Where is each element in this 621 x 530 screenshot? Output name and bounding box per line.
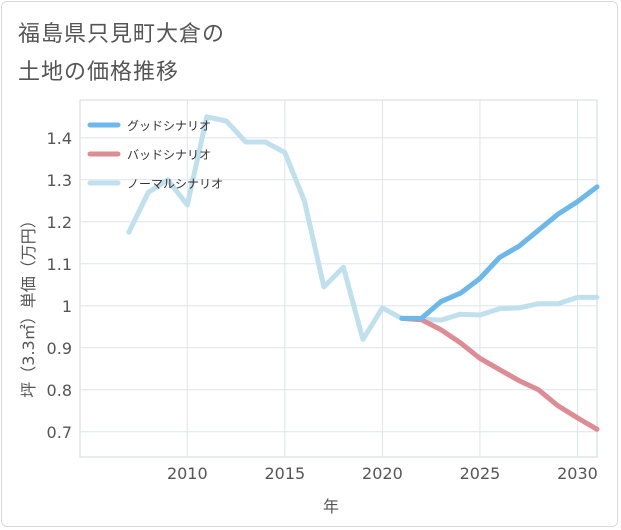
x-axis-ticks: 2010 2015 2020 2025 2030	[167, 464, 598, 483]
grid-lines	[80, 100, 597, 457]
y-tick-label: 1	[62, 297, 72, 316]
x-axis-label: 年	[323, 497, 339, 516]
x-tick-label: 2025	[460, 464, 501, 483]
x-tick-label: 2030	[557, 464, 598, 483]
x-tick-label: 2010	[167, 464, 208, 483]
legend-label-2: ノーマルシナリオ	[127, 177, 223, 191]
y-tick-label: 0.9	[47, 339, 72, 358]
chart-title-line2: 土地の価格推移	[18, 60, 180, 85]
plot-area-frame	[79, 99, 598, 458]
y-tick-label: 1.1	[47, 255, 72, 274]
y-tick-label: 1.3	[47, 171, 72, 190]
series-line-1	[399, 315, 600, 432]
y-tick-label: 1.4	[47, 129, 72, 148]
y-tick-label: 0.8	[47, 381, 72, 400]
x-tick-label: 2015	[264, 464, 305, 483]
x-tick-label: 2020	[362, 464, 403, 483]
legend-label-1: バッドシナリオ	[127, 148, 211, 162]
series-lines	[126, 114, 600, 432]
legend-label-0: グッドシナリオ	[127, 119, 211, 133]
y-axis-label: 坪（3.3㎡）単価（万円）	[19, 212, 38, 397]
series-line-0	[399, 184, 600, 321]
y-tick-label: 1.2	[47, 213, 72, 232]
y-axis-ticks: 0.7 0.8 0.9 1 1.1 1.2 1.3 1.4	[47, 129, 72, 442]
chart-title-line1: 福島県只見町大倉の	[18, 22, 226, 47]
series-line-2	[126, 114, 600, 342]
y-tick-label: 0.7	[47, 423, 72, 442]
